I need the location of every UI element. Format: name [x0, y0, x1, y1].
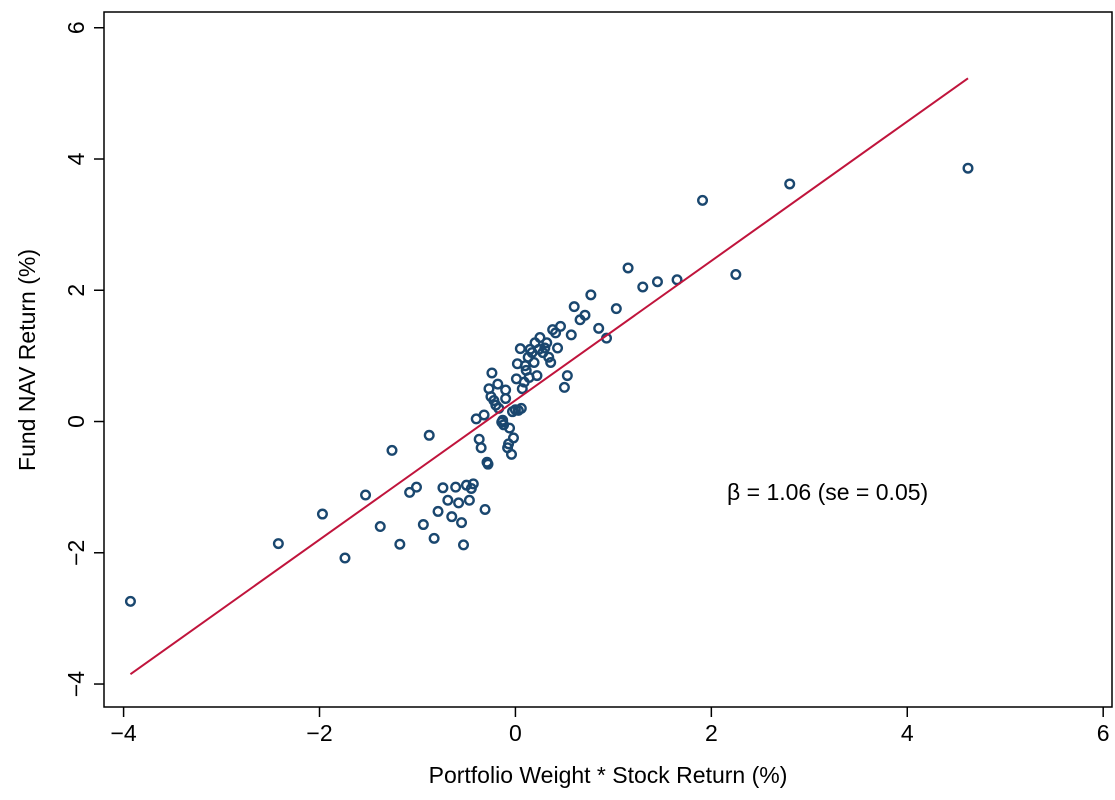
point: [506, 448, 518, 460]
point: [316, 508, 328, 520]
point: [467, 478, 479, 490]
point: [463, 494, 475, 506]
point: [374, 521, 386, 533]
point: [492, 378, 504, 390]
point: [593, 322, 605, 334]
point: [585, 289, 597, 301]
y-tick-label: 2: [63, 284, 89, 297]
point: [428, 532, 440, 544]
point: [579, 309, 591, 321]
point: [456, 517, 468, 529]
point: [386, 444, 398, 456]
point: [514, 343, 526, 355]
point: [500, 384, 512, 396]
plot-frame: [103, 11, 1113, 708]
point: [534, 332, 546, 344]
point: [475, 442, 487, 454]
point: [124, 595, 136, 607]
point: [442, 494, 454, 506]
point: [432, 505, 444, 517]
x-tick-label: 4: [901, 720, 914, 746]
point: [568, 301, 580, 313]
point: [516, 383, 528, 395]
point: [539, 342, 551, 354]
point: [423, 429, 435, 441]
y-tick-label: −4: [63, 671, 89, 697]
point: [697, 194, 709, 206]
x-tick-label: 2: [705, 720, 718, 746]
point: [565, 329, 577, 341]
point: [272, 538, 284, 550]
x-tick-label: 6: [1097, 720, 1110, 746]
point: [531, 370, 543, 382]
point: [497, 414, 509, 426]
point: [784, 178, 796, 190]
point: [504, 422, 516, 434]
point: [417, 519, 429, 531]
x-tick-label: −2: [306, 720, 332, 746]
annotation: β = 1.06 (se = 0.05): [727, 479, 928, 505]
point: [450, 481, 462, 493]
point: [339, 552, 351, 564]
point: [561, 370, 573, 382]
y-tick-label: 0: [63, 415, 89, 428]
y-tick-label: −2: [63, 540, 89, 566]
point: [507, 432, 519, 444]
point: [558, 381, 570, 393]
point: [479, 503, 491, 515]
point: [962, 162, 974, 174]
point: [453, 497, 465, 509]
point: [528, 356, 540, 368]
point: [437, 482, 449, 494]
point: [404, 486, 416, 498]
y-axis-label: Fund NAV Return (%): [14, 249, 40, 471]
point: [410, 481, 422, 493]
point: [545, 356, 557, 368]
point: [730, 269, 742, 281]
point: [458, 539, 470, 551]
point: [622, 262, 634, 274]
y-tick-label: 6: [63, 21, 89, 34]
point: [394, 538, 406, 550]
point: [478, 409, 490, 421]
point: [486, 367, 498, 379]
fit-line: [129, 77, 969, 676]
x-tick-label: −4: [110, 720, 136, 746]
point: [543, 351, 555, 363]
point: [360, 489, 372, 501]
x-tick-label: 0: [509, 720, 522, 746]
point: [637, 281, 649, 293]
point: [482, 458, 494, 470]
point: [446, 511, 458, 523]
y-tick-label: 4: [63, 152, 89, 165]
point: [515, 402, 527, 414]
point: [552, 342, 564, 354]
point: [554, 320, 566, 332]
x-axis-label: Portfolio Weight * Stock Return (%): [429, 762, 788, 788]
point: [651, 276, 663, 288]
point: [610, 303, 622, 315]
point: [541, 337, 553, 349]
